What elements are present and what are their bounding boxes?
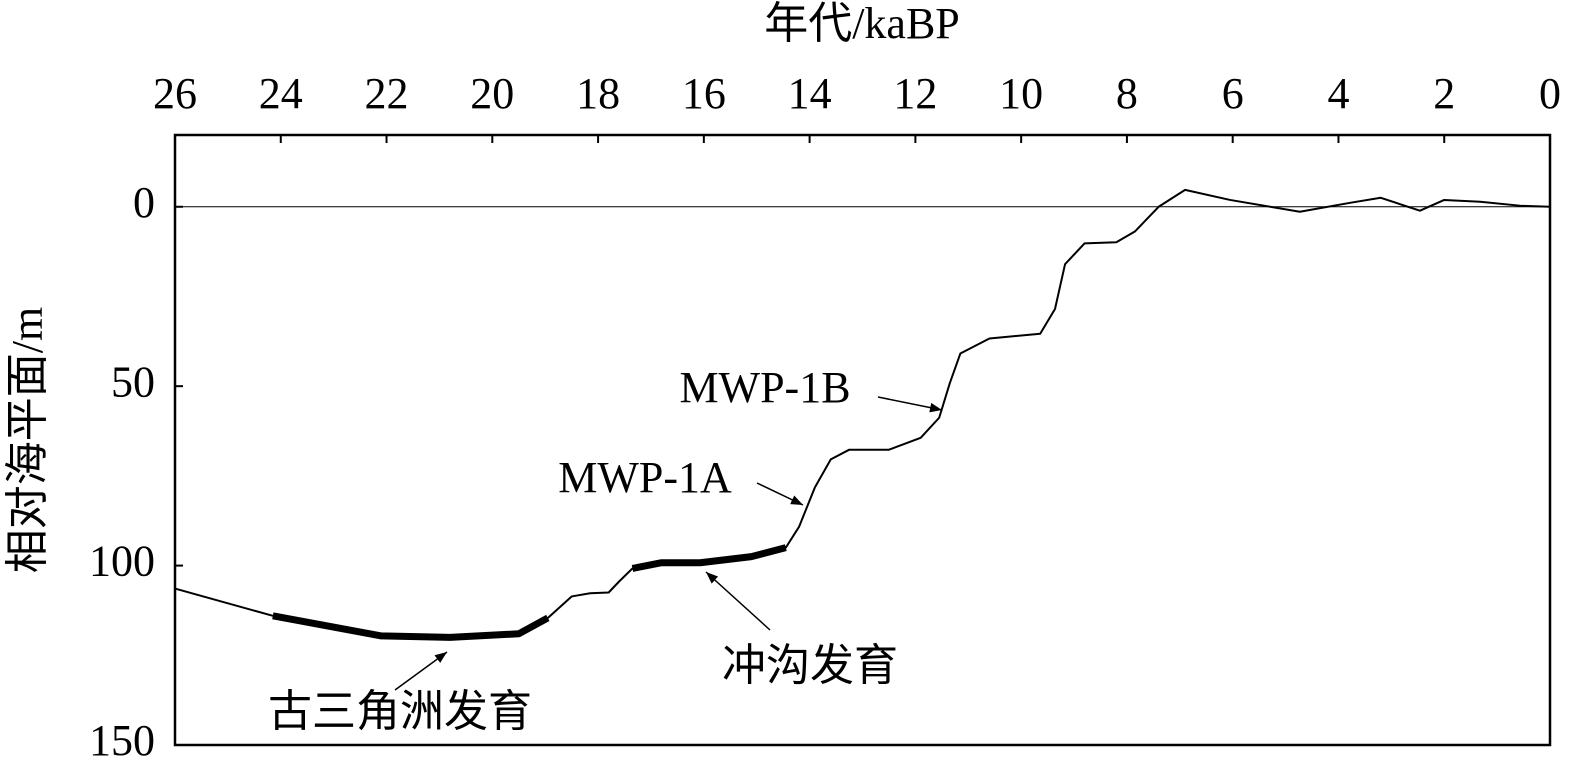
y-tick-label: 150 bbox=[89, 716, 155, 765]
y-axis-label: 相对海平面/m bbox=[3, 307, 52, 573]
sea-level-line bbox=[174, 188, 1551, 639]
x-tick-label: 10 bbox=[999, 69, 1043, 118]
x-tick-label: 2 bbox=[1433, 69, 1455, 118]
x-tick-label: 0 bbox=[1539, 69, 1561, 118]
x-tick-label: 8 bbox=[1116, 69, 1138, 118]
annotation: 冲沟发育 bbox=[722, 641, 898, 690]
x-tick-label: 22 bbox=[365, 69, 409, 118]
x-tick-label: 12 bbox=[893, 69, 937, 118]
y-tick-label: 50 bbox=[111, 357, 155, 406]
x-tick-label: 24 bbox=[259, 69, 303, 118]
annotation-arrow bbox=[756, 482, 804, 506]
y-tick-label: 100 bbox=[89, 537, 155, 586]
annotation-arrow bbox=[705, 571, 771, 631]
annotation: MWP-1A bbox=[558, 453, 732, 502]
sea-level-line bbox=[272, 544, 787, 641]
plot-frame bbox=[173, 133, 1552, 747]
x-tick-label: 14 bbox=[788, 69, 832, 118]
x-axis-label: 年代/kaBP bbox=[764, 0, 960, 48]
x-tick-label: 18 bbox=[576, 69, 620, 118]
x-tick-label: 6 bbox=[1222, 69, 1244, 118]
y-tick-label: 0 bbox=[133, 178, 155, 227]
annotation-arrow bbox=[877, 396, 943, 413]
x-tick-label: 16 bbox=[682, 69, 726, 118]
x-tick-label: 20 bbox=[470, 69, 514, 118]
annotation-arrow bbox=[394, 651, 448, 691]
annotation: MWP-1B bbox=[679, 363, 850, 412]
x-tick-label: 26 bbox=[153, 69, 197, 118]
annotation: 古三角洲发育 bbox=[268, 687, 532, 736]
x-tick-label: 4 bbox=[1327, 69, 1349, 118]
